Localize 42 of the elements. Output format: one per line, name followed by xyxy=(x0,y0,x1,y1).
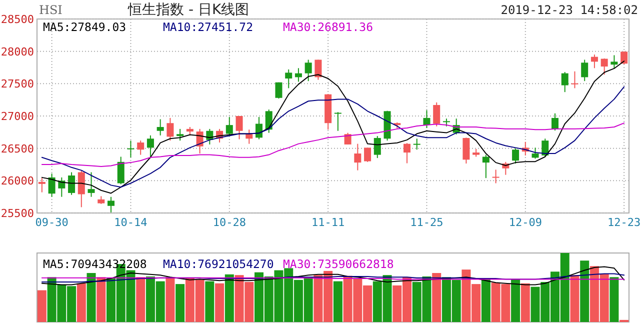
x-tick-label: 09-30 xyxy=(35,216,68,229)
text: MA10:27451.72 xyxy=(163,20,254,34)
y-tick-label: 28000 xyxy=(0,45,34,58)
y-tick-label: 27500 xyxy=(0,78,34,91)
series-label: MA10:76921054270 xyxy=(163,257,274,271)
x-tick-label: 12-09 xyxy=(508,216,542,229)
bar xyxy=(580,260,590,322)
y-tick-label: 26000 xyxy=(0,174,34,188)
bar xyxy=(520,283,530,322)
bar xyxy=(76,283,86,322)
chart-subtitle: HSI xyxy=(39,3,63,17)
bar xyxy=(86,273,96,322)
bar xyxy=(570,275,580,322)
bar xyxy=(610,277,619,322)
bar xyxy=(37,290,46,322)
x-tick-label: 10-14 xyxy=(114,216,148,229)
text: MA5:27849.03 xyxy=(43,20,126,34)
bar xyxy=(166,277,175,322)
x-tick-label: 12-23 xyxy=(608,216,641,229)
bar xyxy=(333,281,342,322)
bar xyxy=(96,277,106,322)
x-tick-label: 11-25 xyxy=(410,216,444,229)
bar xyxy=(432,273,442,322)
series-label: MA5:70943432208 xyxy=(43,257,147,271)
bar xyxy=(481,279,490,322)
y-tick-label: 28500 xyxy=(0,13,34,26)
x-tick-label: 10-28 xyxy=(212,216,246,229)
bar xyxy=(224,274,234,322)
y-tick-label: 26500 xyxy=(0,142,34,156)
bar xyxy=(136,277,146,322)
y-tick-label: 27000 xyxy=(0,110,34,123)
bar xyxy=(215,283,224,322)
bar xyxy=(176,284,185,322)
text: 2019-12-23 14:58:02 xyxy=(500,3,638,17)
y-tick-label: 25500 xyxy=(0,207,34,220)
chart-title: 恒生指数 - 日K线图 xyxy=(127,2,250,18)
series-label: MA30:73590662818 xyxy=(283,257,394,271)
bar xyxy=(511,279,520,322)
x-tick-label: 11-11 xyxy=(312,216,345,229)
bar xyxy=(205,281,214,322)
text: MA30:26891.36 xyxy=(283,20,374,34)
line-series xyxy=(41,86,625,188)
